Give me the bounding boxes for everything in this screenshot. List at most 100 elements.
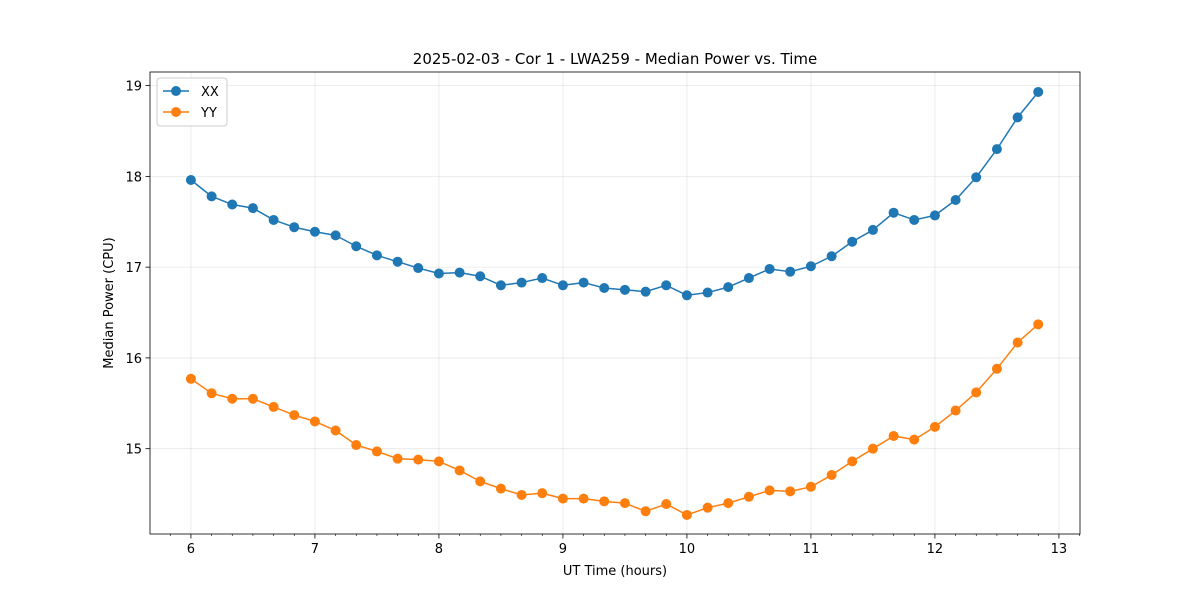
- y-tick-label: 17: [125, 261, 142, 276]
- data-point-xx: [578, 277, 589, 288]
- x-tick-label: 12: [927, 542, 944, 557]
- data-point-yy: [723, 498, 734, 509]
- data-point-xx: [619, 284, 630, 295]
- series-layer: [185, 86, 1044, 520]
- data-point-xx: [537, 273, 548, 284]
- data-point-xx: [702, 287, 713, 298]
- data-point-xx: [475, 271, 486, 282]
- data-point-yy: [929, 421, 940, 432]
- data-point-xx: [764, 263, 775, 274]
- data-point-xx: [371, 250, 382, 261]
- y-tick-label: 18: [125, 170, 142, 185]
- data-point-xx: [805, 261, 816, 272]
- data-point-xx: [909, 214, 920, 225]
- chart-title: 2025-02-03 - Cor 1 - LWA259 - Median Pow…: [413, 50, 817, 68]
- data-point-yy: [371, 446, 382, 457]
- data-point-yy: [537, 488, 548, 499]
- data-point-yy: [826, 470, 837, 481]
- data-point-yy: [227, 393, 238, 404]
- data-point-yy: [805, 481, 816, 492]
- data-point-xx: [826, 251, 837, 262]
- data-point-xx: [991, 144, 1002, 155]
- data-point-yy: [557, 493, 568, 504]
- data-point-xx: [950, 194, 961, 205]
- data-point-yy: [640, 506, 651, 517]
- data-point-xx: [661, 280, 672, 291]
- data-point-xx: [330, 230, 341, 241]
- data-point-yy: [433, 456, 444, 467]
- data-point-yy: [495, 483, 506, 494]
- data-point-xx: [785, 266, 796, 277]
- data-point-yy: [599, 496, 610, 507]
- data-point-yy: [475, 476, 486, 487]
- data-point-xx: [309, 226, 320, 237]
- tick-layer: 6 7 8 9 10 11 12 13 15 16 17 18 19: [125, 80, 1080, 557]
- grid-layer: [150, 72, 1080, 534]
- y-tick-label: 16: [125, 352, 142, 367]
- data-point-xx: [640, 286, 651, 297]
- data-point-xx: [888, 207, 899, 218]
- data-point-xx: [351, 241, 362, 252]
- x-axis-label: UT Time (hours): [563, 564, 667, 579]
- data-point-yy: [950, 405, 961, 416]
- data-point-xx: [247, 203, 258, 214]
- data-point-xx: [743, 273, 754, 284]
- x-tick-label: 7: [311, 542, 319, 557]
- legend-marker-yy: [171, 107, 181, 117]
- data-point-xx: [185, 175, 196, 186]
- legend-label-yy: YY: [200, 106, 217, 121]
- data-point-xx: [495, 280, 506, 291]
- data-point-xx: [557, 280, 568, 291]
- data-point-xx: [847, 236, 858, 247]
- data-point-yy: [392, 453, 403, 464]
- legend-label-xx: XX: [201, 85, 219, 100]
- data-point-yy: [413, 454, 424, 465]
- data-point-yy: [516, 489, 527, 500]
- data-point-yy: [289, 410, 300, 421]
- data-point-yy: [1012, 337, 1023, 348]
- data-point-xx: [433, 268, 444, 279]
- data-point-xx: [599, 283, 610, 294]
- data-point-xx: [454, 267, 465, 278]
- data-point-xx: [929, 210, 940, 221]
- legend-marker-xx: [171, 86, 181, 96]
- y-axis-label: Median Power (CPU): [102, 237, 117, 368]
- data-point-yy: [743, 491, 754, 502]
- data-point-xx: [227, 199, 238, 210]
- data-point-xx: [1033, 86, 1044, 97]
- legend: XX YY: [156, 77, 228, 127]
- data-point-yy: [909, 434, 920, 445]
- data-point-yy: [206, 388, 217, 399]
- data-point-xx: [206, 191, 217, 202]
- data-point-yy: [1033, 319, 1044, 330]
- data-point-yy: [867, 443, 878, 454]
- data-point-yy: [578, 493, 589, 504]
- plot-area-frame: [149, 71, 1081, 535]
- data-point-xx: [268, 214, 279, 225]
- data-point-yy: [309, 416, 320, 427]
- data-point-yy: [847, 456, 858, 467]
- data-point-xx: [681, 290, 692, 301]
- data-point-yy: [247, 393, 258, 404]
- series-line-xx: [190, 91, 1039, 297]
- data-point-xx: [723, 282, 734, 293]
- data-point-xx: [413, 263, 424, 274]
- data-point-yy: [661, 499, 672, 510]
- data-point-xx: [392, 256, 403, 267]
- data-point-xx: [971, 172, 982, 183]
- x-tick-label: 13: [1051, 542, 1068, 557]
- data-point-yy: [702, 502, 713, 513]
- data-point-xx: [289, 222, 300, 233]
- data-point-yy: [888, 430, 899, 441]
- data-point-yy: [185, 373, 196, 384]
- data-point-xx: [516, 277, 527, 288]
- data-point-xx: [867, 224, 878, 235]
- data-point-yy: [619, 498, 630, 509]
- y-tick-label: 19: [125, 80, 142, 95]
- y-tick-label: 15: [125, 443, 142, 458]
- data-point-yy: [991, 363, 1002, 374]
- x-tick-label: 9: [559, 542, 567, 557]
- x-tick-label: 8: [435, 542, 443, 557]
